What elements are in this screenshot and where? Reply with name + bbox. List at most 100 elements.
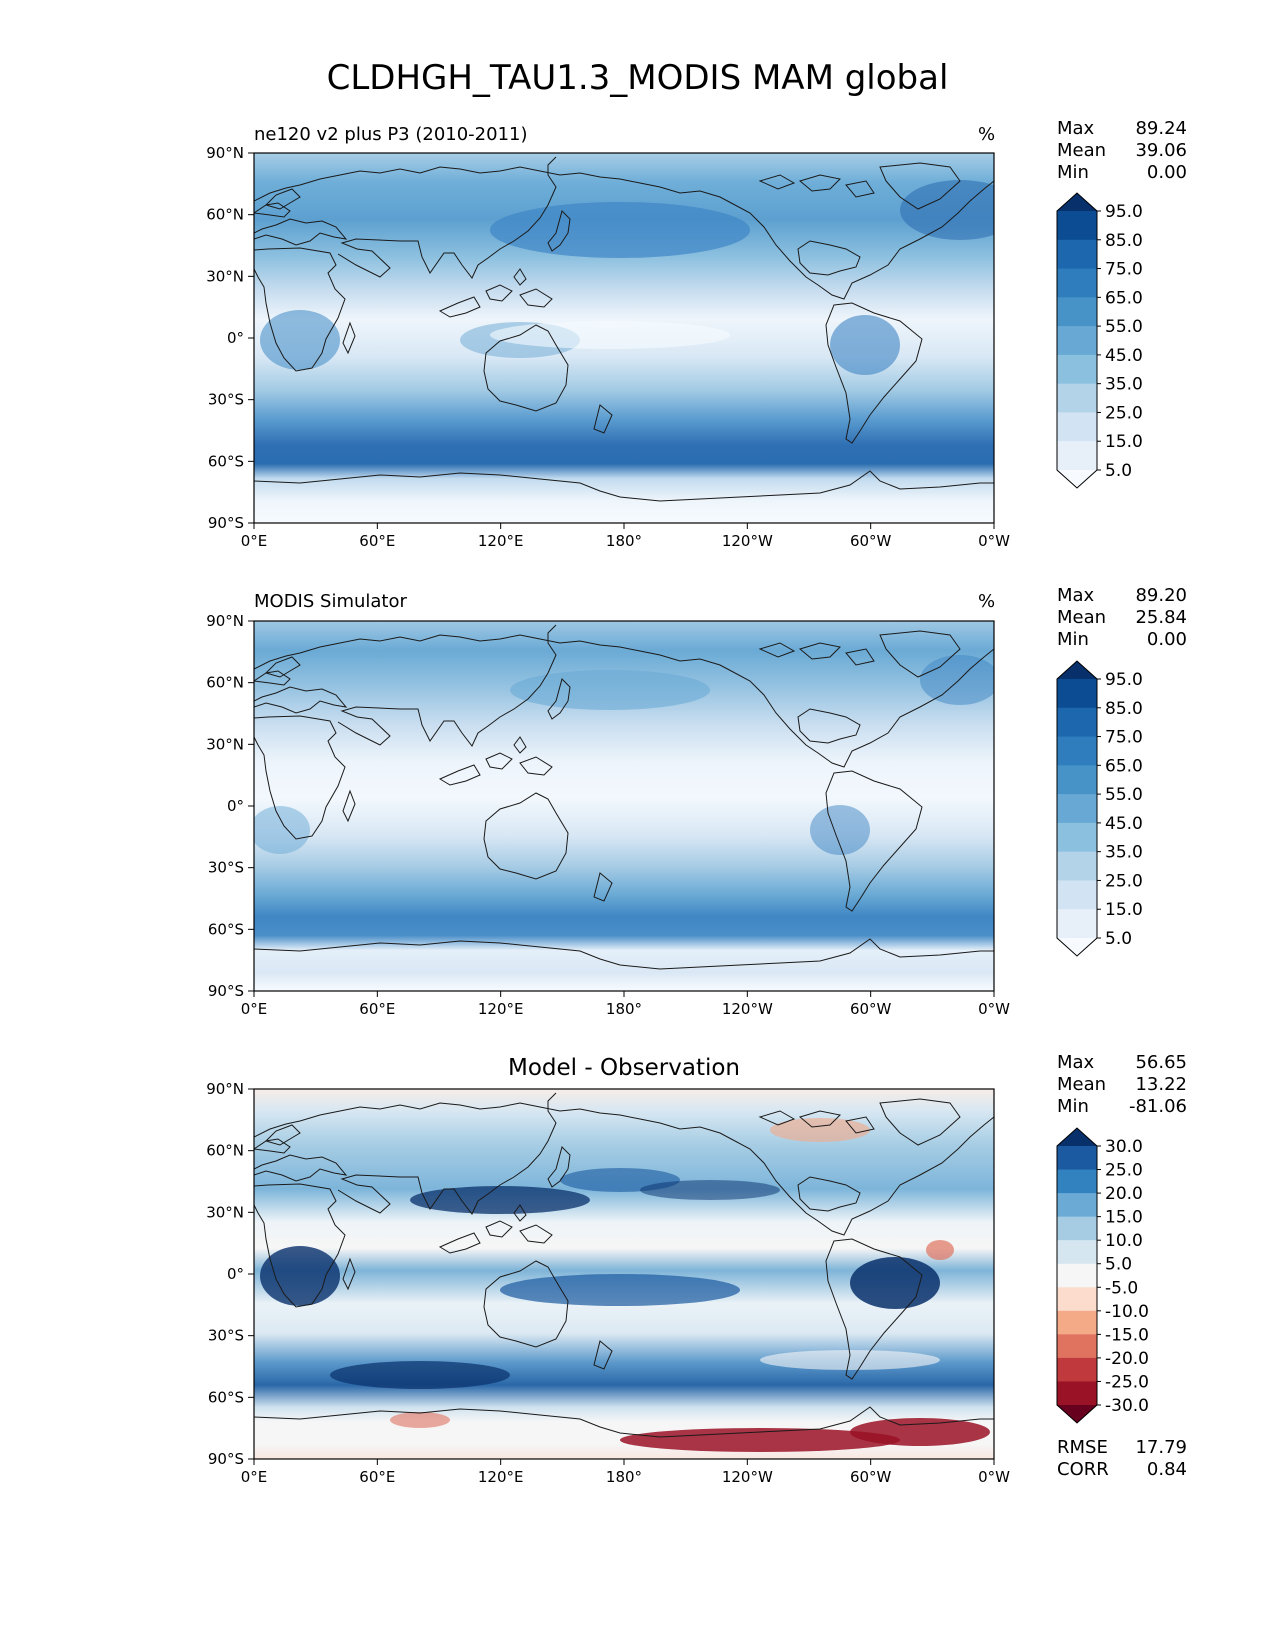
colorbar-bin xyxy=(1057,211,1097,241)
colorbar-bin xyxy=(1057,794,1097,824)
colorbar-label: 55.0 xyxy=(1105,785,1143,805)
panel-3-title: Model - Observation xyxy=(507,1055,741,1081)
lon-tick-label: 60°W xyxy=(850,1468,892,1486)
colorbar-bin xyxy=(1057,707,1097,738)
colorbar-label: 10.0 xyxy=(1105,1231,1143,1251)
colorbar-label: 15.0 xyxy=(1105,432,1143,452)
colorbar-label: 35.0 xyxy=(1105,843,1143,863)
panel-2-label: MODIS Simulator xyxy=(254,591,407,612)
colorbar-label: 35.0 xyxy=(1105,375,1143,395)
colorbar-bin xyxy=(1057,679,1097,709)
colorbars: 95.0 85.0 75.0 65.0 55.0 45.0 35.0 25.0 15.0 5.0 9… xyxy=(1056,192,1149,1424)
panel-3-max-value: 56.65 xyxy=(1135,1052,1187,1073)
lon-tick-label: 60°E xyxy=(359,1000,395,1018)
colorbar-label: -15.0 xyxy=(1105,1325,1149,1345)
lat-tick-label: 60°S xyxy=(208,452,244,470)
colorbar-bin xyxy=(1057,326,1097,356)
colorbar-bin xyxy=(1057,1310,1097,1335)
lon-tick-label: 120°E xyxy=(478,532,524,550)
lat-tick-label: 30°S xyxy=(208,391,244,409)
colorbar-label: 95.0 xyxy=(1105,202,1143,222)
panel-2-max-value: 89.20 xyxy=(1135,585,1187,606)
lon-tick-label: 0°W xyxy=(978,532,1010,550)
lat-tick-label: 60°N xyxy=(206,674,244,692)
panel-2-max-label: Max xyxy=(1057,585,1095,606)
panel-1-max-label: Max xyxy=(1057,118,1095,139)
lon-tick-label: 0°W xyxy=(978,1468,1010,1486)
lon-tick-label: 120°W xyxy=(722,532,773,550)
colorbar-label: 5.0 xyxy=(1105,1255,1132,1275)
lat-tick-label: 90°N xyxy=(206,144,244,162)
colorbar-label: -25.0 xyxy=(1105,1372,1149,1392)
panel-3-rmse-label: RMSE xyxy=(1057,1437,1108,1458)
lat-tick-label: 60°S xyxy=(208,920,244,938)
colorbar-bin xyxy=(1057,383,1097,413)
panel-1-mean-value: 39.06 xyxy=(1135,140,1187,161)
lon-tick-label: 120°W xyxy=(722,1000,773,1018)
colorbar-label: 25.0 xyxy=(1105,1161,1143,1181)
lon-tick-label: 0°W xyxy=(978,1000,1010,1018)
colorbar-bin xyxy=(1057,1216,1097,1241)
colorbar-bin xyxy=(1057,268,1097,298)
panel-1-max-value: 89.24 xyxy=(1135,118,1187,139)
lat-tick-label: 30°S xyxy=(208,859,244,877)
lat-tick-label: 30°N xyxy=(206,267,244,285)
colorbar-bin xyxy=(1057,412,1097,442)
lat-tick-label: 60°N xyxy=(206,206,244,224)
lon-tick-label: 60°W xyxy=(850,532,892,550)
panel-3-map xyxy=(253,1088,995,1460)
colorbar-extend-max xyxy=(1057,661,1097,679)
colorbar-bin xyxy=(1057,765,1097,795)
colorbar-label: -30.0 xyxy=(1105,1396,1149,1416)
lat-tick-label: 90°N xyxy=(206,612,244,630)
panel-2-units: % xyxy=(978,591,996,612)
panel-3-rmse-value: 17.79 xyxy=(1135,1437,1187,1458)
panel-2-mean-value: 25.84 xyxy=(1135,607,1187,628)
lon-tick-label: 60°E xyxy=(359,532,395,550)
colorbar-bin xyxy=(1057,1169,1097,1194)
panel-1-label: ne120 v2 plus P3 (2010-2011) xyxy=(254,124,528,145)
colorbar-bin xyxy=(1057,441,1097,471)
colorbar-bin xyxy=(1057,1357,1097,1382)
lat-tick-label: 60°S xyxy=(208,1388,244,1406)
lon-tick-label: 120°W xyxy=(722,1468,773,1486)
colorbar-label: 45.0 xyxy=(1105,346,1143,366)
panel-3-min-label: Min xyxy=(1057,1096,1089,1117)
colorbar-label: 5.0 xyxy=(1105,461,1132,481)
lat-tick-label: 90°S xyxy=(208,1450,244,1468)
colorbar-label: -20.0 xyxy=(1105,1349,1149,1369)
panel-1-min-label: Min xyxy=(1057,162,1089,183)
panel-2-min-value: 0.00 xyxy=(1146,629,1187,650)
colorbar-bin xyxy=(1057,1381,1097,1406)
colorbar-extend-min xyxy=(1057,470,1097,488)
colorbar-label: 20.0 xyxy=(1105,1184,1143,1204)
panel-1-mean-label: Mean xyxy=(1057,140,1107,161)
colorbar-bin xyxy=(1057,1334,1097,1359)
lon-tick-label: 120°E xyxy=(478,1468,524,1486)
colorbar-bin xyxy=(1057,736,1097,766)
panel-3-max-label: Max xyxy=(1057,1052,1095,1073)
colorbar-label: 25.0 xyxy=(1105,871,1143,891)
colorbar-bin xyxy=(1057,1263,1097,1288)
colorbar-label: -10.0 xyxy=(1105,1302,1149,1322)
panel-2-mean-label: Mean xyxy=(1057,607,1107,628)
panel-2-map xyxy=(253,620,995,992)
colorbar-label: 45.0 xyxy=(1105,814,1143,834)
colorbar-label: 75.0 xyxy=(1105,260,1143,280)
lat-tick-label: 30°N xyxy=(206,735,244,753)
panel-3-min-value: -81.06 xyxy=(1128,1096,1187,1117)
colorbar-label: 85.0 xyxy=(1105,699,1143,719)
lon-tick-label: 0°E xyxy=(241,1000,268,1018)
lat-tick-label: 30°N xyxy=(206,1203,244,1221)
lon-tick-label: 60°W xyxy=(850,1000,892,1018)
lon-tick-label: 180° xyxy=(606,1000,642,1018)
colorbar-bin xyxy=(1057,880,1097,910)
lon-tick-label: 60°E xyxy=(359,1468,395,1486)
lon-tick-label: 180° xyxy=(606,532,642,550)
lat-tick-label: 90°S xyxy=(208,982,244,1000)
lat-tick-label: 0° xyxy=(227,797,244,815)
lat-tick-label: 60°N xyxy=(206,1142,244,1160)
colorbar-bin xyxy=(1057,354,1097,385)
colorbar-label: 15.0 xyxy=(1105,1208,1143,1228)
